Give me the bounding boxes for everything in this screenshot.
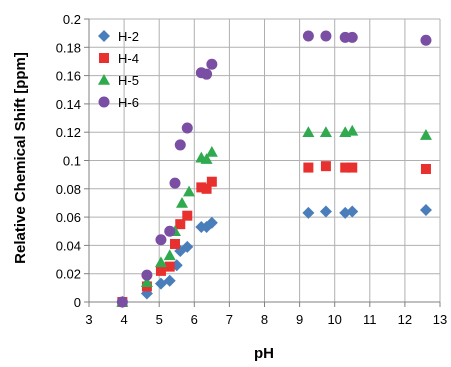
data-point-h-2	[181, 240, 194, 253]
legend-marker-h-6	[98, 96, 110, 108]
data-point-h-4	[420, 163, 431, 174]
x-tick-label: 8	[261, 312, 268, 327]
x-axis-title: pH	[254, 345, 274, 362]
data-point-h-4	[175, 219, 186, 230]
y-tick-label: 0.16	[56, 69, 81, 84]
y-tick-label: 0	[74, 295, 81, 310]
legend-marker-h-5	[98, 74, 110, 85]
x-tick-label: 5	[156, 312, 163, 327]
y-tick-label: 0.04	[56, 238, 81, 253]
data-point-h-6	[116, 296, 128, 308]
y-tick-label: 0.12	[56, 125, 81, 140]
x-tick-labels: 3 4 5 6 7 8 9 10 11 12 13	[85, 312, 447, 327]
x-tick-label: 7	[226, 312, 233, 327]
data-point-h-6	[155, 234, 167, 246]
y-tick-label: 0.14	[56, 97, 81, 112]
data-points	[116, 30, 432, 308]
data-point-h-5	[419, 129, 432, 140]
data-point-h-5	[140, 276, 153, 287]
data-point-h-5	[183, 185, 196, 197]
x-tick-label: 6	[191, 312, 198, 327]
x-tick-label: 11	[363, 312, 377, 327]
data-point-h-2	[302, 206, 315, 219]
y-tick-labels: 0 0.02 0.04 0.06 0.08 0.1 0.12 0.14 0.16 0.18 0.2	[56, 12, 81, 310]
data-point-h-4	[303, 162, 314, 173]
legend-label: H-4	[118, 51, 139, 66]
y-tick-label: 0.2	[63, 12, 81, 27]
legend-label: H-2	[118, 29, 139, 44]
y-tick-label: 0.02	[56, 267, 81, 282]
data-point-h-4	[347, 162, 358, 173]
data-point-h-2	[205, 216, 218, 229]
data-point-h-5	[205, 146, 218, 157]
y-tick-label: 0.08	[56, 182, 81, 197]
data-point-h-5	[346, 124, 359, 136]
data-point-h-6	[206, 58, 218, 70]
data-point-h-5	[176, 196, 189, 208]
grid-lines	[88, 18, 441, 303]
data-point-h-6	[346, 31, 358, 43]
data-point-h-6	[181, 122, 193, 134]
legend-label: H-6	[118, 95, 139, 110]
data-point-h-5	[302, 126, 315, 137]
legend-label: H-5	[118, 73, 139, 88]
x-tick-label: 12	[398, 312, 412, 327]
data-point-h-4	[320, 161, 331, 172]
y-tick-label: 0.18	[56, 40, 81, 55]
legend-marker-h-4	[99, 53, 109, 63]
data-point-h-6	[201, 68, 213, 80]
data-point-h-4	[182, 210, 193, 221]
x-tick-label: 3	[85, 312, 92, 327]
data-point-h-2	[346, 205, 359, 218]
data-point-h-6	[141, 269, 153, 281]
data-point-h-6	[320, 30, 332, 42]
data-point-h-5	[154, 256, 167, 268]
series-h-2	[116, 204, 432, 308]
series-h-6	[116, 30, 432, 308]
y-tick-label: 0.1	[63, 154, 81, 169]
data-point-h-6	[420, 34, 432, 46]
data-point-h-5	[163, 249, 176, 261]
data-point-h-5	[200, 153, 213, 164]
data-point-h-4	[169, 238, 180, 249]
axes	[84, 18, 441, 307]
data-point-h-6	[169, 177, 181, 189]
data-point-h-4	[206, 176, 217, 187]
data-point-h-2	[163, 274, 176, 287]
legend: H-2 H-4 H-5 H-6	[98, 29, 139, 110]
data-point-h-2	[419, 204, 432, 217]
data-point-h-6	[164, 225, 176, 237]
x-tick-label: 13	[433, 312, 447, 327]
data-point-h-5	[319, 126, 332, 137]
x-tick-label: 4	[120, 312, 127, 327]
data-point-h-4	[340, 162, 351, 173]
data-point-h-4	[155, 265, 166, 276]
data-point-h-6	[302, 30, 314, 42]
data-point-h-6	[174, 139, 186, 151]
x-tick-label: 10	[327, 312, 341, 327]
x-tick-label: 9	[296, 312, 303, 327]
data-point-h-4	[201, 183, 212, 194]
data-point-h-2	[319, 205, 332, 218]
data-point-h-4	[196, 182, 207, 193]
data-point-h-4	[164, 261, 175, 272]
y-tick-label: 0.06	[56, 210, 81, 225]
y-axis-title: Relative Chemical Shift [ppm]	[12, 52, 29, 264]
legend-marker-h-2	[98, 30, 110, 42]
